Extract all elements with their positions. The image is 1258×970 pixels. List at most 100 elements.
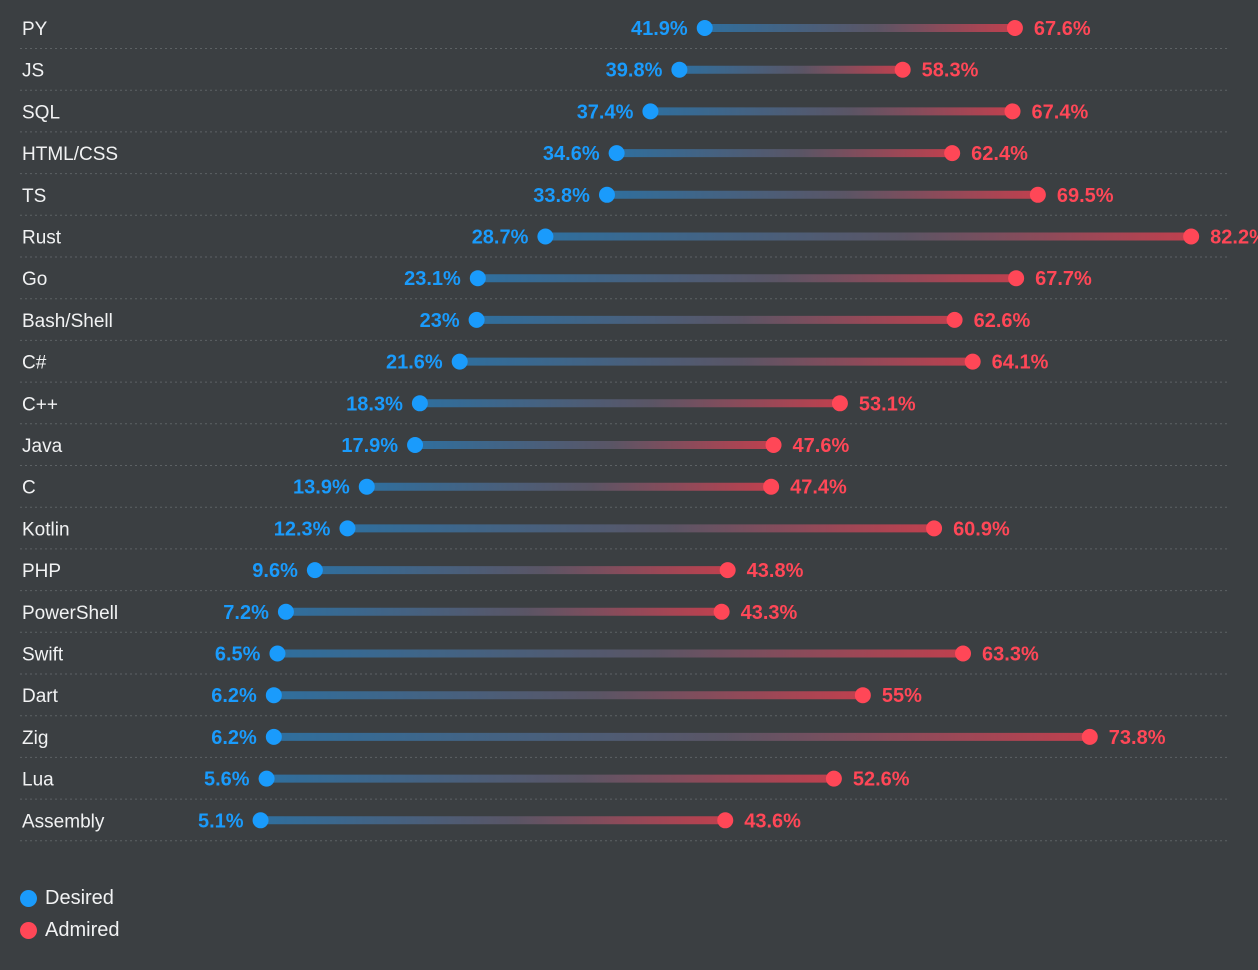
admired-point (894, 61, 911, 78)
desired-point (598, 186, 615, 203)
dumbbell-connector (650, 107, 1013, 116)
category-label: TS (22, 186, 46, 207)
category-label: Zig (22, 728, 48, 749)
admired-point (713, 603, 730, 620)
desired-point (696, 20, 713, 36)
category-label: JS (22, 61, 44, 82)
admired-point (831, 395, 848, 412)
category-label: Go (22, 269, 47, 290)
category-label: HTML/CSS (22, 144, 118, 165)
admired-point (964, 353, 981, 370)
admired-point (926, 520, 943, 537)
admired-value-label: 53.1% (859, 393, 916, 415)
desired-value-label: 6.2% (211, 685, 257, 707)
row-c: C# 21.6% 64.1% (20, 352, 1230, 383)
admired-point (719, 562, 736, 579)
chart-plot-area: PY 41.9% 67.6% JS 39.8% 58.3% SQL 37.4% 67.4% HTM… (20, 18, 1258, 842)
admired-point (1008, 270, 1025, 287)
row-rust: Rust 28.7% 82.2% (20, 227, 1258, 258)
category-label: C (22, 478, 36, 499)
desired-point (451, 353, 468, 370)
desired-point (265, 687, 282, 704)
row-html-css: HTML/CSS 34.6% 62.4% (20, 143, 1230, 175)
admired-value-label: 67.6% (1034, 18, 1091, 40)
admired-value-label: 67.4% (1032, 101, 1089, 123)
dumbbell-connector (273, 691, 863, 700)
desired-point (306, 562, 323, 579)
dumbbell-connector (459, 357, 973, 366)
row-java: Java 17.9% 47.6% (20, 435, 1230, 466)
dumbbell-connector (273, 732, 1090, 741)
admired-value-label: 47.4% (790, 477, 847, 499)
dumbbell-connector (266, 774, 834, 783)
row-c: C++ 18.3% 53.1% (20, 393, 1230, 425)
desired-point (469, 270, 486, 287)
row-js: JS 39.8% 58.3% (20, 60, 1230, 91)
category-label: PHP (22, 561, 61, 582)
admired-value-label: 73.8% (1109, 727, 1166, 749)
category-label: Kotlin (22, 519, 70, 540)
row-assembly: Assembly 5.1% 43.6% (20, 810, 1230, 842)
category-label: PowerShell (22, 603, 118, 624)
dumbbell-connector (545, 232, 1192, 241)
dumbbell-connector (679, 65, 903, 74)
admired-value-label: 64.1% (992, 352, 1049, 374)
admired-point (1029, 186, 1046, 203)
category-label: Lua (22, 770, 54, 791)
admired-point (763, 478, 780, 495)
desired-value-label: 12.3% (274, 518, 331, 540)
chart-legend: Desired Admired (20, 882, 119, 946)
desired-value-label: 5.1% (198, 810, 244, 832)
desired-point (358, 478, 375, 495)
desired-point (642, 103, 659, 120)
dumbbell-connector (616, 149, 953, 158)
desired-value-label: 17.9% (341, 435, 398, 457)
desired-value-label: 23% (420, 310, 460, 332)
desired-value-label: 21.6% (386, 352, 443, 374)
admired-value-label: 58.3% (922, 60, 979, 82)
admired-value-label: 55% (882, 685, 922, 707)
row-go: Go 23.1% 67.7% (20, 268, 1230, 300)
legend-label-desired: Desired (45, 886, 114, 909)
admired-point (1081, 728, 1098, 745)
desired-value-label: 13.9% (293, 477, 350, 499)
dumbbell-connector (366, 482, 772, 491)
desired-value-label: 6.2% (211, 727, 257, 749)
row-c: C 13.9% 47.4% (20, 477, 1230, 508)
desired-value-label: 39.8% (606, 60, 663, 82)
legend-label-admired: Admired (45, 918, 120, 941)
dumbbell-connector (476, 315, 955, 324)
category-label: PY (22, 19, 48, 40)
row-sql: SQL 37.4% 67.4% (20, 101, 1230, 133)
admired-value-label: 69.5% (1057, 185, 1114, 207)
admired-point (1183, 228, 1200, 245)
dumbbell-connector (285, 607, 722, 616)
desired-point (252, 812, 269, 829)
row-zig: Zig 6.2% 73.8% (20, 727, 1230, 758)
desired-value-label: 5.6% (204, 769, 250, 791)
category-label: Rust (22, 228, 62, 249)
category-label: Assembly (22, 811, 105, 832)
desired-value-label: 6.5% (215, 644, 261, 666)
admired-value-label: 82.2% (1210, 227, 1258, 249)
admired-point (946, 311, 963, 328)
category-label: Dart (22, 686, 59, 707)
admired-value-label: 62.6% (974, 310, 1031, 332)
category-label: Java (22, 436, 63, 457)
admired-value-label: 43.3% (741, 602, 798, 624)
dumbbell-connector (704, 24, 1015, 32)
row-powershell: PowerShell 7.2% 43.3% (20, 602, 1230, 633)
row-dart: Dart 6.2% 55% (20, 685, 1230, 717)
admired-point (944, 145, 961, 162)
admired-point (1004, 103, 1021, 120)
desired-value-label: 9.6% (252, 560, 298, 582)
desired-point (671, 61, 688, 78)
desired-point (411, 395, 428, 412)
admired-value-label: 43.6% (744, 810, 801, 832)
row-php: PHP 9.6% 43.8% (20, 560, 1230, 592)
row-ts: TS 33.8% 69.5% (20, 185, 1230, 216)
desired-point (265, 728, 282, 745)
desired-value-label: 18.3% (346, 393, 403, 415)
admired-value-label: 62.4% (971, 143, 1028, 165)
